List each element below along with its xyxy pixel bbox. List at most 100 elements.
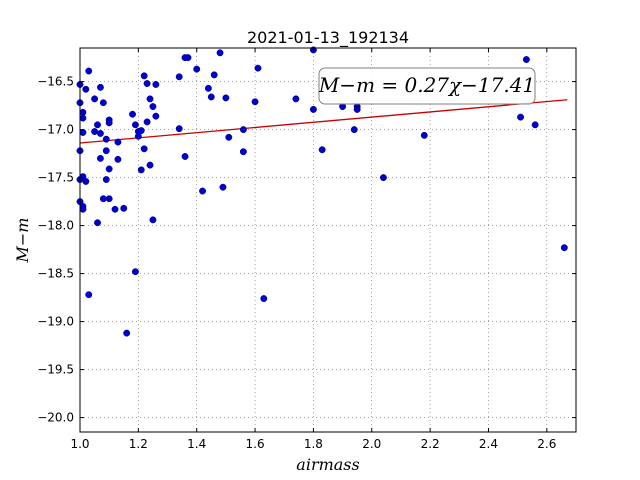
data-point xyxy=(204,84,212,92)
data-point xyxy=(379,174,387,182)
data-point xyxy=(309,105,317,113)
data-point xyxy=(137,127,145,135)
x-tick-label: 1.8 xyxy=(304,437,323,451)
data-points xyxy=(76,46,568,337)
fit-line-group xyxy=(79,99,568,144)
data-point xyxy=(91,95,99,103)
data-point xyxy=(251,98,259,106)
data-point xyxy=(96,129,104,137)
data-point xyxy=(292,95,300,103)
x-tick-label: 1.6 xyxy=(246,437,265,451)
data-point xyxy=(146,95,154,103)
data-point xyxy=(102,147,110,155)
data-point xyxy=(96,154,104,162)
data-point xyxy=(219,183,227,191)
data-point xyxy=(94,121,101,129)
data-point xyxy=(79,129,87,136)
x-tick-label: 2.0 xyxy=(362,437,381,451)
data-point xyxy=(102,176,110,183)
y-tick-label: −17.0 xyxy=(37,123,74,137)
data-point xyxy=(193,65,201,73)
data-point xyxy=(140,145,148,153)
data-point xyxy=(79,114,87,122)
data-point xyxy=(353,105,361,113)
data-point xyxy=(96,83,104,91)
data-point xyxy=(123,329,131,337)
data-point xyxy=(522,56,530,63)
data-point xyxy=(129,110,136,118)
y-axis-label: M−m xyxy=(13,218,32,264)
data-point xyxy=(114,155,122,163)
y-tick-label: −16.5 xyxy=(37,75,74,89)
data-point xyxy=(318,146,326,154)
data-point xyxy=(85,291,93,299)
data-point xyxy=(149,103,157,111)
y-tick-label: −18.5 xyxy=(37,267,74,281)
data-point xyxy=(114,138,122,146)
axis-ticks: 1.0 1.2 1.4 1.6 1.8 2.0 2.2 2.4 2.6 −16.5 −17.0 −17… xyxy=(37,48,576,451)
data-point xyxy=(239,148,247,156)
data-point xyxy=(149,216,157,224)
data-point xyxy=(216,49,224,57)
x-tick-label: 1.2 xyxy=(129,437,148,451)
data-point xyxy=(102,135,110,143)
data-point xyxy=(239,126,247,134)
y-tick-label: −20.0 xyxy=(37,411,74,425)
data-point xyxy=(254,64,262,72)
x-axis-label: airmass xyxy=(296,455,359,474)
data-point xyxy=(91,128,99,135)
data-point xyxy=(175,125,183,133)
data-point xyxy=(105,195,113,203)
data-point xyxy=(99,195,107,203)
data-point xyxy=(181,153,189,160)
data-point xyxy=(105,119,113,127)
data-point xyxy=(517,113,525,121)
data-point xyxy=(137,166,145,174)
data-point xyxy=(260,295,268,303)
data-point xyxy=(146,161,154,169)
data-point xyxy=(210,71,218,79)
data-point xyxy=(531,121,539,129)
data-point xyxy=(140,72,148,80)
fit-annotation: M−m = 0.27χ−17.41 xyxy=(318,67,536,105)
data-point xyxy=(143,80,151,87)
data-point xyxy=(85,67,93,75)
data-point xyxy=(99,99,107,107)
annotation-text: M−m = 0.27χ−17.41 xyxy=(318,73,535,97)
data-point xyxy=(131,268,139,276)
x-tick-label: 2.2 xyxy=(421,437,440,451)
data-point xyxy=(207,93,215,101)
y-tick-label: −17.5 xyxy=(37,171,74,185)
data-point xyxy=(120,204,128,212)
x-tick-label: 1.0 xyxy=(70,437,89,451)
x-tick-label: 2.4 xyxy=(479,437,498,451)
data-point xyxy=(82,85,90,93)
data-point xyxy=(79,205,87,213)
data-point xyxy=(199,187,206,195)
data-point xyxy=(225,133,233,141)
data-point xyxy=(105,165,113,173)
data-point xyxy=(143,118,151,126)
y-tick-label: −19.5 xyxy=(37,363,74,377)
plot-frame xyxy=(79,47,577,433)
data-point xyxy=(94,219,101,227)
data-point xyxy=(134,132,142,140)
y-tick-label: −18.0 xyxy=(37,219,74,233)
plot-area xyxy=(80,48,576,432)
x-tick-label: 1.4 xyxy=(187,437,206,451)
data-point xyxy=(82,177,90,185)
data-point xyxy=(131,121,139,129)
data-point xyxy=(222,94,230,102)
data-point xyxy=(175,73,183,81)
data-point xyxy=(152,112,160,120)
annotation-box xyxy=(318,67,536,105)
data-point xyxy=(560,244,568,252)
data-point xyxy=(350,126,358,134)
x-tick-label: 2.6 xyxy=(537,437,556,451)
y-tick-label: −19.0 xyxy=(37,315,74,329)
data-point xyxy=(79,108,87,116)
chart-title: 2021-01-13_192134 xyxy=(247,28,409,48)
fit-line xyxy=(79,99,568,144)
data-point xyxy=(111,205,119,213)
